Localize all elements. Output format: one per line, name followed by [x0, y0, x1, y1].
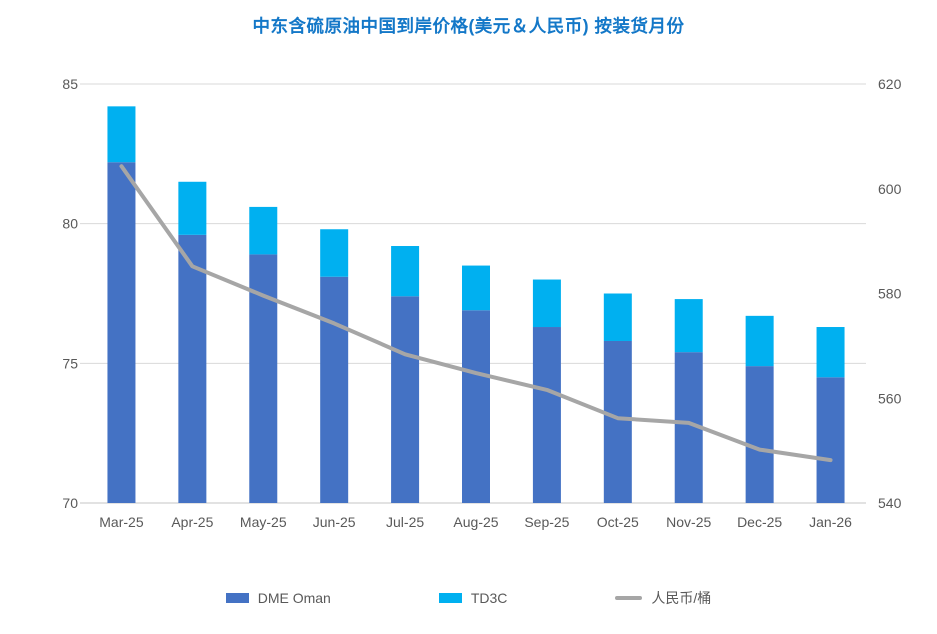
bar-segment-dme-oman: [320, 276, 349, 503]
legend-item-dme-oman: DME Oman: [225, 590, 331, 606]
bar-segment-dme-oman: [391, 296, 420, 503]
x-axis-category-label: Nov-25: [666, 514, 711, 530]
y-axis-right-tick-label: 560: [878, 390, 902, 406]
bar-segment-td3c: [745, 315, 774, 367]
y-axis-right-tick-label: 620: [878, 76, 902, 92]
legend-item-td3c: TD3C: [438, 590, 508, 606]
x-axis-category-label: May-25: [240, 514, 287, 530]
chart-title: 中东含硫原油中国到岸价格(美元＆人民币) 按装货月份: [252, 16, 685, 36]
legend-label-rmb: 人民币/桶: [651, 590, 712, 606]
y-axis-left-tick-label: 70: [62, 495, 78, 511]
bar-segment-td3c: [462, 265, 490, 311]
x-axis-category-label: Apr-25: [171, 514, 213, 530]
bar-segment-td3c: [603, 293, 632, 341]
y-axis-right-tick-label: 580: [878, 286, 902, 302]
td3c-swatch-icon: [438, 593, 462, 603]
legend-label-td3c: TD3C: [470, 590, 508, 606]
rmb-line-swatch-icon: [615, 596, 643, 600]
y-axis-left-tick-label: 75: [62, 355, 78, 371]
x-axis-category-label: Jan-26: [809, 514, 852, 530]
y-axis-left-tick-label: 80: [62, 216, 78, 232]
y-axis-right-tick-label: 540: [878, 495, 902, 511]
legend-label-dme-oman: DME Oman: [257, 590, 331, 606]
bar-segment-td3c: [532, 279, 561, 328]
bar-segment-dme-oman: [532, 327, 561, 503]
bar-segment-dme-oman: [462, 310, 490, 503]
bar-segment-dme-oman: [107, 162, 136, 504]
bar-segment-td3c: [107, 106, 136, 163]
x-axis-category-label: Jun-25: [313, 514, 356, 530]
chart-legend: DME Oman TD3C 人民币/桶: [0, 588, 937, 608]
x-axis-category-label: Aug-25: [453, 514, 498, 530]
bar-segment-td3c: [178, 181, 207, 235]
bar-segment-td3c: [816, 327, 845, 378]
x-axis-category-label: Oct-25: [597, 514, 639, 530]
bar-segment-td3c: [249, 206, 278, 255]
bar-segment-dme-oman: [745, 366, 774, 503]
rmb-per-barrel-line: [119, 164, 833, 463]
x-axis-category-label: Jul-25: [386, 514, 424, 530]
bar-segment-dme-oman: [816, 377, 845, 503]
y-axis-right-tick-label: 600: [878, 181, 902, 197]
x-axis-category-label: Sep-25: [524, 514, 569, 530]
x-axis-category-label: Mar-25: [99, 514, 144, 530]
bar-segment-td3c: [674, 299, 703, 353]
bar-segment-td3c: [391, 246, 420, 297]
dme-oman-swatch-icon: [225, 593, 249, 603]
x-axis-category-label: Dec-25: [737, 514, 782, 530]
bar-segment-td3c: [320, 229, 349, 277]
legend-item-rmb: 人民币/桶: [615, 588, 711, 608]
bar-segment-dme-oman: [178, 234, 207, 503]
bar-segment-dme-oman: [603, 340, 632, 503]
y-axis-left-tick-label: 85: [62, 76, 78, 92]
